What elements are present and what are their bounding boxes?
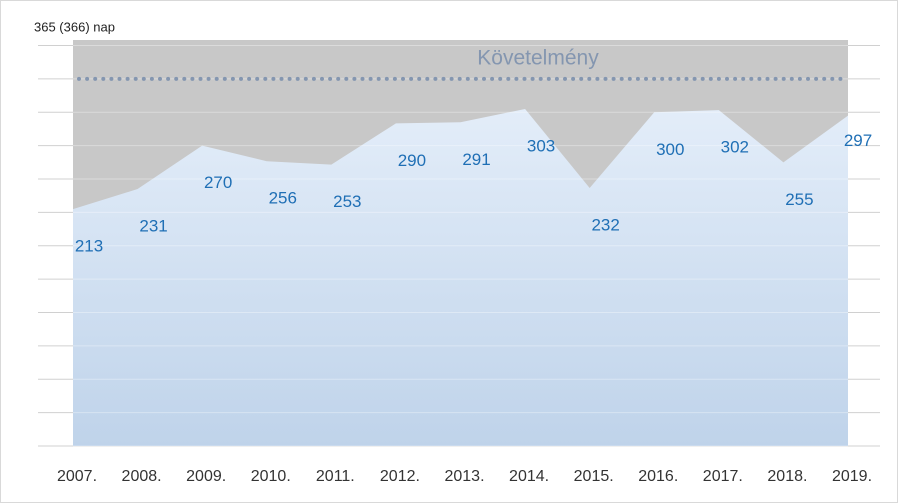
data-label: 290	[398, 151, 426, 170]
x-tick-label: 2016.	[638, 468, 678, 485]
x-tick-label: 2007.	[57, 468, 97, 485]
x-tick-label: 2011.	[316, 468, 355, 485]
data-label: 300	[656, 140, 684, 159]
x-tick-label: 2013.	[444, 468, 484, 485]
x-tick-label: 2008.	[122, 468, 162, 485]
data-label: 303	[527, 136, 555, 155]
data-label: 255	[785, 190, 813, 209]
axis-label: 365 (366) nap	[34, 19, 115, 34]
x-tick-label: 2010.	[251, 468, 291, 485]
x-tick-label: 2019.	[832, 468, 872, 485]
data-label: 231	[139, 217, 167, 236]
x-tick-label: 2014.	[509, 468, 549, 485]
data-label: 302	[721, 138, 749, 157]
x-tick-label: 2015.	[574, 468, 614, 485]
data-label: 253	[333, 192, 361, 211]
x-tick-label: 2018.	[767, 468, 807, 485]
x-tick-label: 2012.	[380, 468, 420, 485]
x-tick-label: 2017.	[703, 468, 743, 485]
area	[73, 108, 848, 446]
data-label: 291	[462, 150, 490, 169]
x-tick-label: 2009.	[186, 468, 226, 485]
data-label: 232	[591, 215, 619, 234]
data-label: 270	[204, 173, 232, 192]
data-label: 297	[844, 131, 872, 150]
requirement-label: Követelmény	[477, 46, 599, 69]
data-label: 213	[75, 237, 103, 256]
data-label: 256	[269, 189, 297, 208]
